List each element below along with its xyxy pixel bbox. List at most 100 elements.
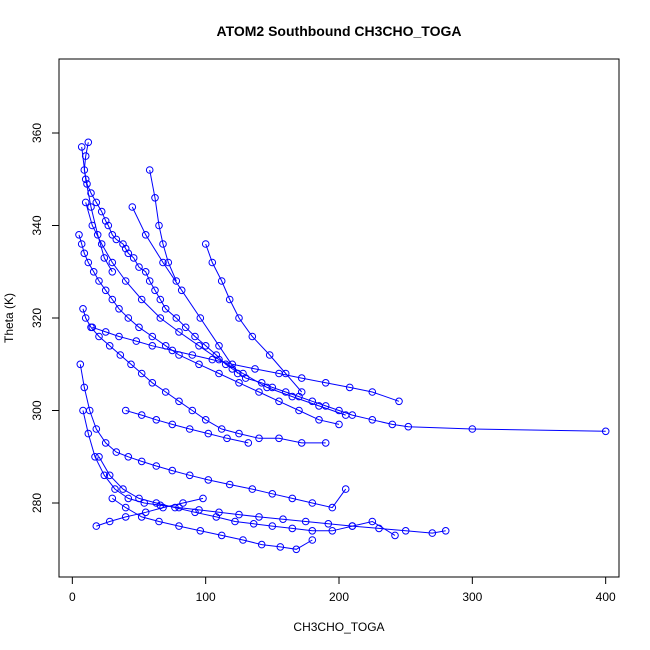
series-6 — [95, 453, 399, 540]
data-point — [181, 323, 190, 332]
data-point — [201, 416, 210, 424]
data-point — [441, 527, 450, 535]
series-layer — [75, 138, 610, 554]
x-tick-label: 100 — [196, 590, 216, 604]
data-point — [115, 305, 123, 313]
data-point — [248, 332, 257, 341]
data-point — [112, 235, 121, 244]
data-point — [175, 522, 183, 530]
data-point — [92, 198, 101, 207]
data-point — [404, 422, 413, 431]
series-line — [149, 169, 177, 282]
y-axis: 280 300 320 340 360 — [30, 123, 60, 513]
series-line — [92, 326, 400, 402]
series-4 — [76, 360, 350, 512]
data-point — [105, 342, 114, 350]
data-point — [84, 138, 93, 147]
data-point — [121, 277, 130, 285]
data-point — [212, 513, 221, 521]
data-point — [292, 545, 301, 554]
data-point — [204, 476, 213, 484]
data-point — [231, 517, 239, 526]
data-point — [235, 379, 243, 387]
data-point — [80, 249, 89, 258]
data-point — [196, 314, 205, 322]
series-line — [79, 364, 347, 509]
data-point — [297, 374, 306, 382]
data-point — [188, 406, 197, 415]
data-point — [100, 254, 109, 262]
data-point — [348, 522, 357, 530]
data-point — [145, 277, 154, 285]
data-point — [127, 360, 135, 369]
data-point — [108, 494, 117, 503]
data-point — [156, 314, 165, 322]
data-point — [248, 485, 257, 493]
data-point — [141, 508, 150, 517]
data-point — [76, 360, 85, 369]
series-5 — [79, 406, 450, 537]
data-point — [104, 221, 113, 230]
series-line — [78, 234, 340, 425]
series-line — [131, 206, 239, 374]
data-point — [111, 485, 119, 493]
series-line — [83, 142, 606, 432]
data-point — [80, 383, 89, 392]
data-point — [84, 429, 93, 438]
data-point — [388, 420, 397, 429]
data-point — [175, 328, 183, 336]
data-point — [135, 263, 143, 271]
data-point — [177, 286, 186, 295]
chart-title: ATOM2 Southbound CH3CHO_TOGA — [217, 23, 462, 39]
data-point — [225, 295, 234, 304]
data-point — [228, 360, 237, 369]
series-8 — [81, 198, 350, 419]
data-point — [101, 328, 110, 336]
data-point — [244, 439, 253, 447]
data-point — [124, 494, 133, 503]
data-point — [152, 499, 161, 507]
data-point — [225, 480, 234, 489]
data-point — [265, 351, 274, 359]
data-point — [168, 346, 177, 355]
data-point — [108, 268, 117, 276]
y-tick-label: 340 — [30, 215, 44, 235]
data-point — [156, 295, 165, 304]
data-point — [321, 379, 330, 387]
data-point — [121, 406, 130, 415]
series-line — [82, 410, 446, 534]
data-point — [87, 189, 95, 197]
data-point — [152, 416, 161, 424]
data-point — [79, 406, 87, 415]
data-point — [124, 453, 133, 461]
data-point — [235, 510, 243, 519]
x-tick-label: 400 — [596, 590, 616, 604]
data-point — [235, 429, 243, 438]
data-point — [92, 425, 101, 433]
data-point — [79, 305, 87, 313]
data-point — [297, 388, 306, 396]
data-point — [129, 254, 138, 262]
data-point — [161, 305, 170, 313]
data-point — [141, 231, 150, 239]
data-point — [105, 471, 114, 480]
data-point — [84, 258, 93, 267]
data-point — [239, 369, 247, 378]
series-11 — [92, 494, 207, 530]
data-point — [137, 295, 146, 304]
data-point — [87, 203, 95, 211]
data-point — [135, 494, 143, 503]
data-point — [215, 369, 223, 378]
data-point — [235, 314, 243, 322]
data-point — [151, 194, 159, 202]
data-point — [101, 439, 110, 447]
data-point — [295, 406, 303, 415]
series-line — [82, 308, 326, 444]
series-7 — [108, 494, 317, 554]
data-point — [159, 240, 167, 248]
series-12 — [145, 166, 181, 285]
data-point — [281, 369, 290, 378]
data-point — [137, 369, 146, 378]
data-point — [116, 351, 125, 359]
